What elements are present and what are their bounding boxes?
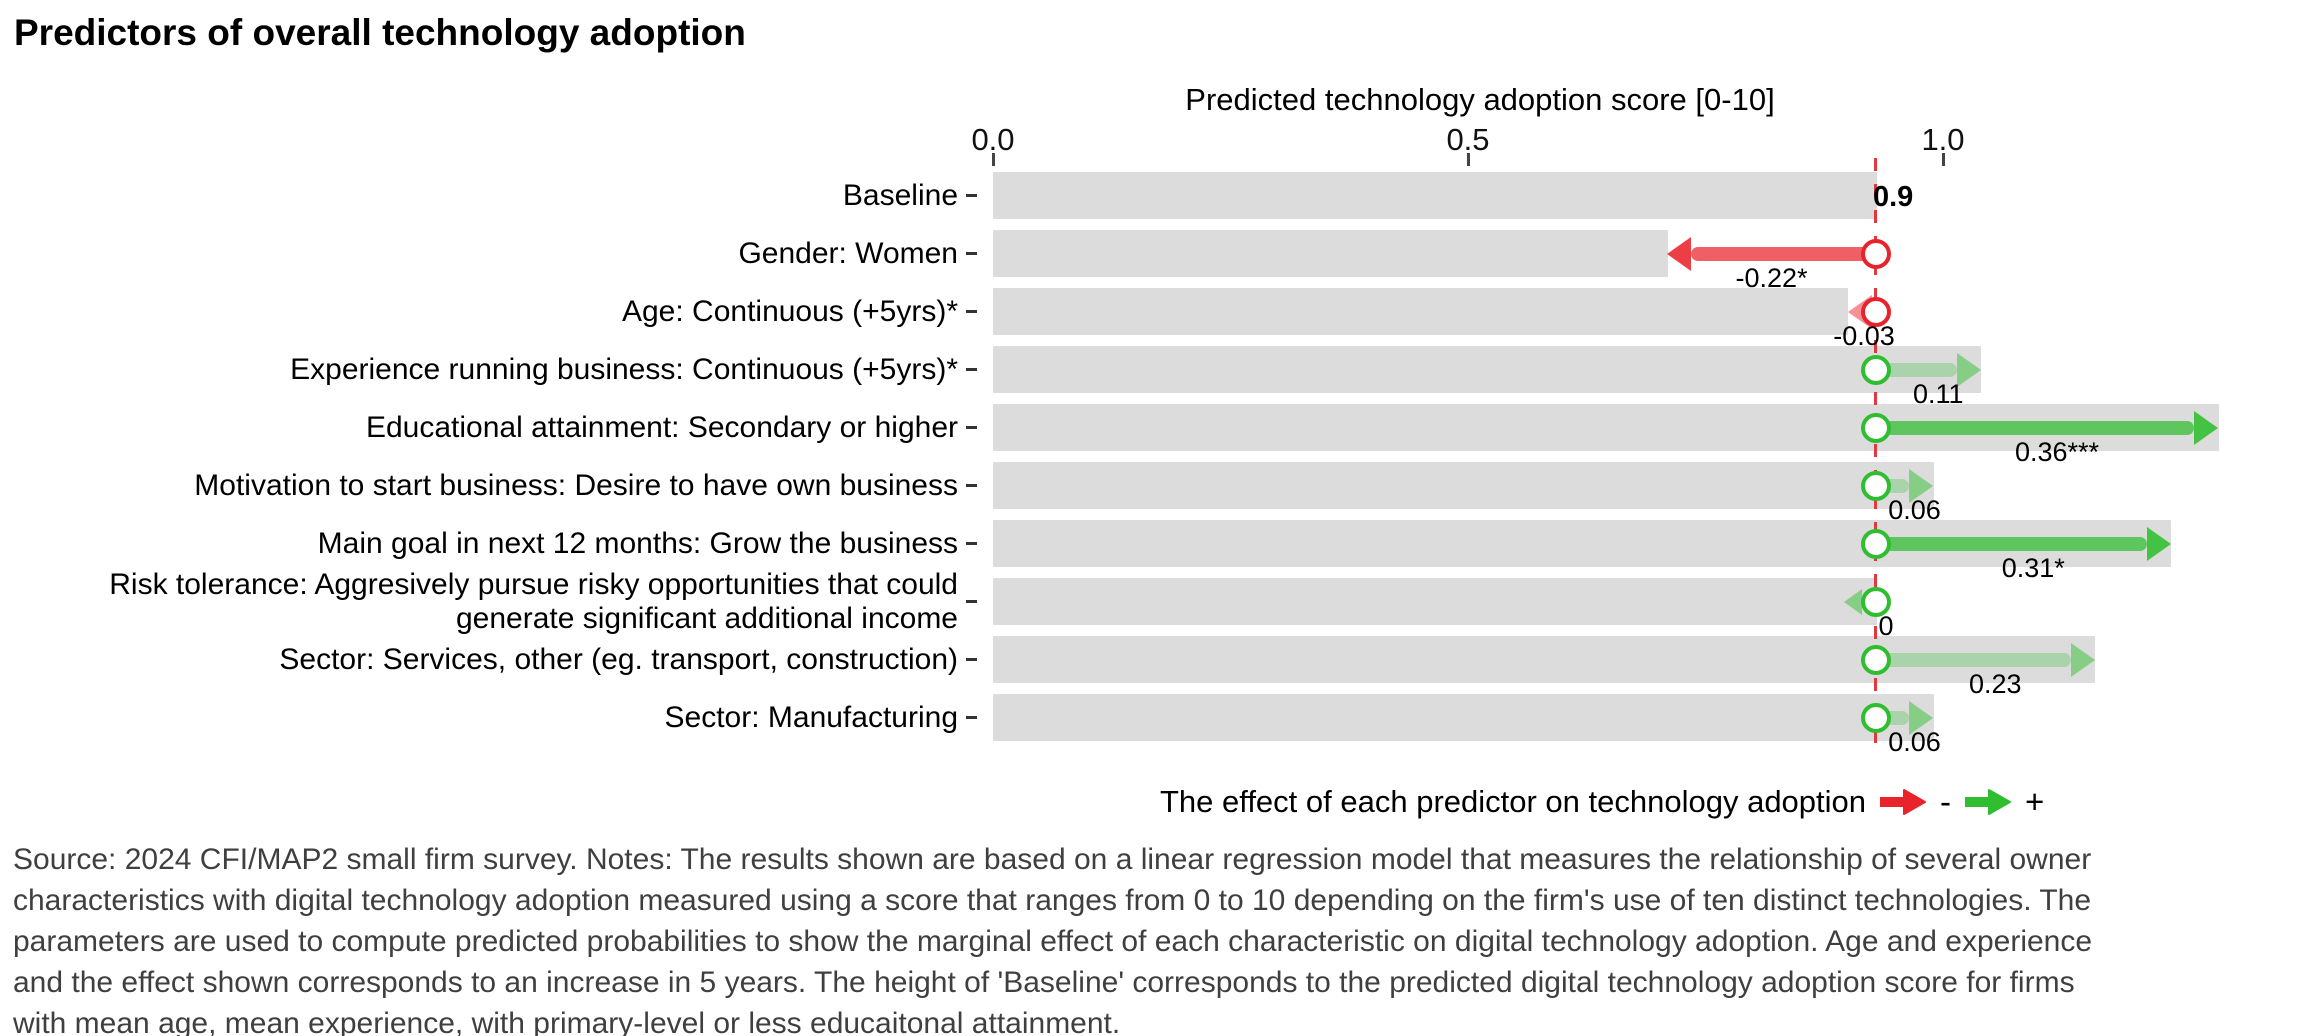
row-label: Age: Continuous (+5yrs)*: [621, 294, 958, 328]
value-label: 0.36***: [2014, 436, 2100, 467]
effect-arrow-shaft: [1876, 420, 2194, 435]
effect-arrow-head: [1844, 588, 1862, 615]
predicted-score-bar: [993, 346, 1981, 393]
effect-arrow: [1667, 236, 1876, 271]
value-label: -0.03: [1833, 320, 1895, 351]
legend-positive-arrow-icon: [1965, 789, 2012, 815]
estimate-marker-circle: [1861, 354, 1891, 385]
value-label: 0.06: [1888, 494, 1941, 525]
effect-arrow-shaft: [1876, 536, 2147, 551]
legend: The effect of each predictor on technolo…: [1160, 783, 2044, 821]
legend-negative-sign: -: [1940, 783, 1952, 820]
effect-arrow-head: [2146, 526, 2171, 561]
effect-arrow-head: [1909, 468, 1933, 503]
value-label: -0.22*: [1735, 262, 1808, 293]
legend-text: The effect of each predictor on technolo…: [1160, 784, 1867, 819]
estimate-marker-circle: [1861, 644, 1891, 675]
effect-arrow: [1876, 352, 1981, 387]
predicted-score-bar: [993, 462, 1934, 509]
x-tick-mark: [992, 153, 995, 166]
predicted-score-bar: [993, 288, 1848, 335]
effect-arrow-head: [2194, 410, 2218, 445]
row-label: Educational attainment: Secondary or hig…: [365, 410, 958, 444]
y-tick-mark: [966, 194, 977, 197]
row-label: Main goal in next 12 months: Grow the bu…: [317, 526, 958, 560]
estimate-marker-circle: [1861, 702, 1891, 733]
y-tick-mark: [966, 368, 977, 371]
y-tick-mark: [966, 658, 977, 661]
row-label: Gender: Women: [738, 236, 958, 270]
footnote-line: characteristics with digital technology …: [13, 884, 2092, 917]
y-tick-mark: [966, 252, 977, 255]
effect-arrow: [1876, 410, 2218, 445]
estimate-marker-circle: [1861, 586, 1891, 617]
estimate-marker-circle: [1861, 296, 1891, 327]
estimate-marker-circle: [1861, 470, 1891, 501]
y-tick-mark: [966, 310, 977, 313]
baseline-dashed-line: [1874, 158, 1877, 752]
estimate-marker-circle: [1861, 528, 1891, 559]
x-axis-title: Predicted technology adoption score [0-1…: [1185, 82, 1775, 117]
predicted-score-bar: [993, 578, 1877, 625]
x-tick-label: 0.5: [1446, 122, 1490, 157]
footnote-line: parameters are used to compute predicted…: [13, 925, 2093, 958]
effect-arrow: [1876, 526, 2171, 561]
effect-arrow-head: [1667, 236, 1691, 271]
y-tick-mark: [966, 542, 977, 545]
y-tick-mark: [966, 426, 977, 429]
effect-arrow-shaft: [1691, 246, 1876, 261]
row-label: Baseline: [842, 178, 958, 212]
x-tick-mark: [1467, 153, 1470, 166]
footnote-line: Source: 2024 CFI/MAP2 small firm survey.…: [13, 843, 2092, 876]
estimate-marker-circle: [1861, 412, 1891, 443]
chart-title: Predictors of overall technology adoptio…: [14, 12, 746, 53]
legend-positive-sign: +: [2025, 783, 2045, 820]
value-label: 0.06: [1888, 726, 1941, 757]
value-label: 0.31*: [2001, 552, 2065, 583]
row-label: Risk tolerance: Aggresively pursue risky…: [109, 567, 958, 635]
estimate-marker-circle: [1861, 238, 1891, 269]
y-tick-mark: [966, 716, 977, 719]
baseline-value-label: 0.9: [1873, 180, 1914, 213]
predicted-score-bar: [993, 172, 1877, 219]
effect-arrow-head: [1956, 352, 1981, 387]
effect-arrow-shaft: [1876, 652, 2071, 667]
value-label: 0.23: [1968, 668, 2022, 699]
effect-arrow-shaft: [1876, 362, 1957, 377]
footnote-line: with mean age, mean experience, with pri…: [13, 1007, 1121, 1036]
predicted-score-bar: [993, 694, 1934, 741]
x-tick-mark: [1942, 153, 1945, 166]
predicted-score-bar: [993, 636, 2095, 683]
value-label: 0: [1878, 610, 1894, 641]
row-label: Sector: Services, other (eg. transport, …: [279, 642, 958, 676]
footnote-line: and the effect shown corresponds to an i…: [13, 966, 2075, 999]
legend-negative-arrow-icon: [1880, 789, 1927, 815]
row-label: Experience running business: Continuous …: [290, 352, 958, 386]
effect-arrow-head: [1909, 700, 1933, 735]
y-tick-mark: [966, 484, 977, 487]
y-tick-mark: [966, 600, 977, 603]
x-tick-label: 0.0: [971, 122, 1015, 157]
x-tick-label: 1.0: [1921, 122, 1965, 157]
effect-arrow: [1876, 642, 2095, 677]
effect-arrow-head: [2070, 642, 2095, 677]
predicted-score-bar: [993, 230, 1668, 277]
source-notes: Source: 2024 CFI/MAP2 small firm survey.…: [13, 839, 2304, 1036]
row-label: Sector: Manufacturing: [664, 700, 958, 734]
value-label: 0.11: [1912, 378, 1964, 409]
row-label: Motivation to start business: Desire to …: [194, 468, 958, 502]
